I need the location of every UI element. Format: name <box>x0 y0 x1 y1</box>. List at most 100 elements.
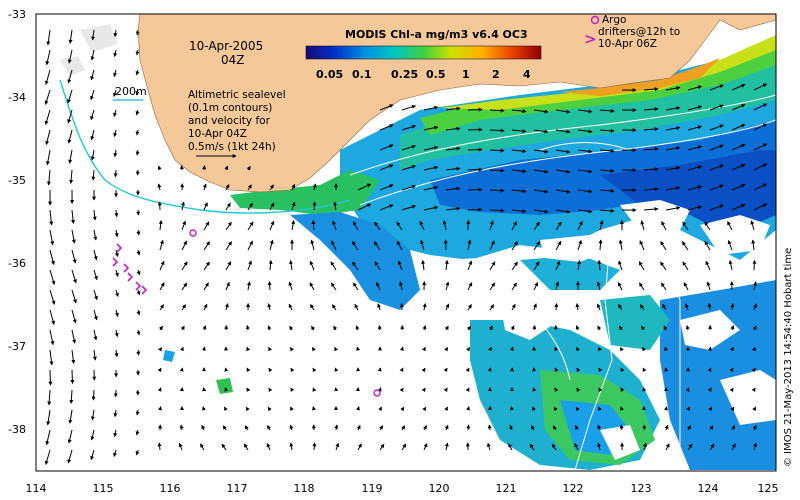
velocity-arrow <box>511 303 516 311</box>
velocity-arrow <box>577 189 593 194</box>
velocity-arrow <box>487 367 492 372</box>
velocity-arrow <box>707 387 712 392</box>
velocity-arrow <box>44 449 51 466</box>
x-tick-label: 119 <box>362 482 383 495</box>
velocity-arrow <box>135 69 140 76</box>
velocity-arrow <box>599 148 615 153</box>
velocity-arrow <box>159 282 165 291</box>
velocity-arrow <box>159 260 165 271</box>
velocity-arrow <box>597 259 602 271</box>
velocity-arrow <box>309 260 315 271</box>
velocity-arrow <box>49 229 55 246</box>
velocity-arrow <box>377 324 382 331</box>
velocity-arrow <box>203 261 210 271</box>
velocity-arrow <box>753 442 757 451</box>
velocity-arrow <box>225 221 232 231</box>
velocity-arrow <box>291 201 296 211</box>
velocity-arrow <box>113 109 117 118</box>
velocity-arrow <box>181 261 188 271</box>
velocity-arrow <box>290 406 294 411</box>
velocity-arrow <box>178 442 183 451</box>
velocity-arrow <box>728 259 733 271</box>
velocity-arrow <box>401 124 417 131</box>
velocity-arrow <box>135 49 140 56</box>
velocity-arrow <box>511 189 527 194</box>
velocity-arrow <box>554 302 559 311</box>
plot-frame <box>35 13 777 472</box>
y-tick-label: -34 <box>8 91 26 104</box>
velocity-arrow <box>335 442 340 451</box>
velocity-arrow <box>93 329 98 341</box>
velocity-arrow <box>467 187 483 192</box>
velocity-arrow <box>510 325 515 331</box>
velocity-arrow <box>752 259 757 271</box>
velocity-arrow <box>445 166 461 171</box>
velocity-arrow <box>90 109 95 121</box>
velocity-arrow <box>620 367 625 373</box>
velocity-arrow <box>753 83 768 91</box>
velocity-arrow <box>309 282 315 291</box>
velocity-arrow <box>731 425 736 431</box>
velocity-arrow <box>200 443 205 451</box>
velocity-arrow <box>466 424 471 431</box>
velocity-arrow <box>753 103 768 111</box>
velocity-arrow <box>67 109 73 124</box>
velocity-arrow <box>67 49 73 64</box>
velocity-arrow <box>752 347 756 352</box>
velocity-arrow <box>467 107 483 112</box>
velocity-arrow <box>681 241 689 251</box>
velocity-arrow <box>685 303 689 311</box>
credit-label: © IMOS 21-May-2013 14:54:40 Hobart time <box>783 248 794 467</box>
velocity-arrow <box>576 367 581 373</box>
velocity-arrow <box>202 406 206 411</box>
velocity-arrow <box>397 260 403 271</box>
velocity-arrow <box>224 387 229 392</box>
velocity-arrow <box>374 261 381 271</box>
velocity-arrow <box>379 204 394 211</box>
y-axis: -33 -34 -35 -36 -37 -38 <box>8 8 26 436</box>
velocity-arrow <box>267 406 272 412</box>
velocity-arrow <box>135 89 140 96</box>
velocity-arrow <box>245 406 250 412</box>
velocity-arrow <box>529 443 535 451</box>
velocity-arrow <box>44 109 51 126</box>
velocity-arrow <box>311 347 316 352</box>
velocity-arrow <box>577 209 593 214</box>
velocity-arrow <box>45 49 51 66</box>
velocity-arrow <box>421 259 426 271</box>
colorbar-tick: 0.5 <box>426 68 446 81</box>
velocity-arrow <box>533 221 540 231</box>
velocity-arrow <box>379 425 384 431</box>
velocity-arrow <box>67 89 73 104</box>
colorbar-gradient <box>305 45 542 60</box>
velocity-arrow <box>643 147 659 152</box>
velocity-arrow <box>157 387 162 392</box>
velocity-arrow <box>709 204 724 211</box>
velocity-arrow <box>332 220 337 231</box>
velocity-arrow <box>753 163 768 171</box>
velocity-arrow <box>312 442 317 451</box>
velocity-arrow <box>620 387 625 392</box>
argo-drifters <box>112 229 381 397</box>
island <box>60 56 85 76</box>
velocity-arrow <box>445 106 461 111</box>
velocity-arrow <box>71 349 76 364</box>
velocity-arrow <box>157 183 162 191</box>
velocity-arrow <box>46 409 51 426</box>
velocity-arrow <box>619 347 624 352</box>
velocity-arrow <box>511 241 518 251</box>
velocity-arrow <box>203 241 210 251</box>
colorbar: MODIS Chl-a mg/m3 v6.4 OC3 0.05 0.1 0.25… <box>305 28 542 81</box>
velocity-arrow <box>683 282 689 291</box>
velocity-arrow <box>639 282 645 291</box>
velocity-arrow <box>352 221 359 231</box>
velocity-arrow <box>135 129 140 136</box>
velocity-arrow <box>113 49 118 58</box>
velocity-arrow <box>91 389 96 401</box>
velocity-arrow <box>554 387 559 392</box>
velocity-arrow <box>751 239 756 251</box>
velocity-arrow <box>68 409 73 424</box>
velocity-arrow <box>333 325 338 331</box>
velocity-arrow <box>136 209 141 216</box>
